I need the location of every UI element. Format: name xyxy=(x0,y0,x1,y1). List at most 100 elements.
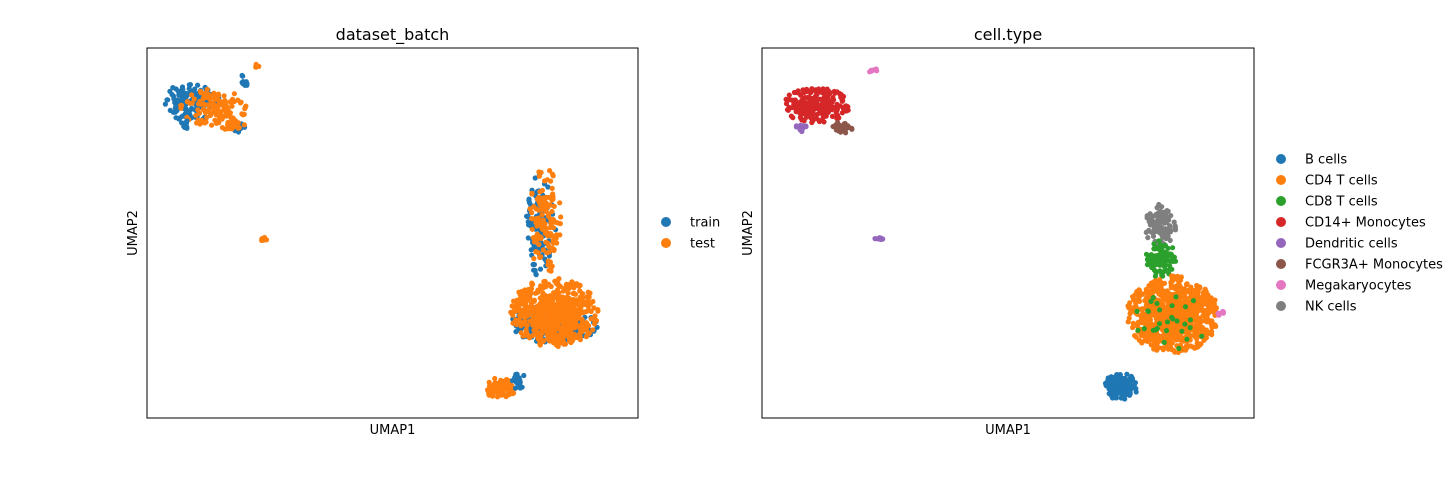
legend-marker xyxy=(661,217,671,227)
data-point xyxy=(1165,299,1171,305)
chart-title: cell.type xyxy=(974,25,1042,44)
data-point xyxy=(528,220,534,226)
legend-marker xyxy=(1276,196,1286,206)
data-point xyxy=(1202,328,1208,334)
data-point xyxy=(1209,329,1215,335)
data-point xyxy=(212,110,218,116)
data-point xyxy=(1158,224,1165,230)
data-point xyxy=(1176,290,1182,296)
data-point xyxy=(542,221,548,227)
legend-marker xyxy=(661,238,671,248)
data-point xyxy=(531,261,538,268)
x-axis-label: UMAP1 xyxy=(370,423,416,438)
scatter-points xyxy=(783,66,1226,402)
panel-cell-type: cell.type UMAP1 UMAP2 B cells CD4 T cells… xyxy=(741,25,1443,438)
data-point xyxy=(559,332,565,338)
data-point xyxy=(1150,230,1156,236)
data-point xyxy=(1129,375,1135,381)
legend-label: train xyxy=(690,216,720,231)
data-point xyxy=(533,220,539,226)
data-point xyxy=(580,291,586,297)
data-point xyxy=(1151,241,1157,247)
panel-dataset-batch: dataset_batch UMAP1 UMAP2 train test xyxy=(126,25,720,438)
data-point xyxy=(555,282,562,288)
data-point xyxy=(1123,382,1129,388)
data-point xyxy=(176,92,182,98)
data-point xyxy=(561,326,567,332)
legend-label: CD8 T cells xyxy=(1305,195,1378,210)
data-point xyxy=(1163,234,1170,241)
data-point xyxy=(1183,347,1189,353)
data-point xyxy=(528,286,535,292)
data-point xyxy=(556,293,562,299)
data-point xyxy=(1174,318,1180,324)
data-point xyxy=(528,247,534,253)
data-point xyxy=(1158,302,1164,308)
data-point xyxy=(547,168,553,174)
data-point xyxy=(217,110,223,116)
data-point xyxy=(1152,278,1158,284)
data-point xyxy=(1168,213,1174,219)
data-point xyxy=(526,197,532,203)
data-point xyxy=(537,199,543,205)
legend-marker xyxy=(1276,175,1286,185)
data-point xyxy=(1172,323,1179,329)
legend-label: NK cells xyxy=(1305,300,1357,315)
data-point xyxy=(216,120,222,126)
data-point xyxy=(169,91,175,98)
data-point xyxy=(1145,314,1152,320)
data-point xyxy=(196,101,202,107)
data-point xyxy=(1163,328,1170,334)
data-point xyxy=(1187,317,1193,323)
data-point xyxy=(547,225,553,231)
data-point xyxy=(1185,343,1191,349)
data-point xyxy=(530,333,536,339)
data-point xyxy=(1182,287,1188,293)
data-point xyxy=(1138,313,1144,319)
legend-label: Dendritic cells xyxy=(1305,237,1398,252)
data-point xyxy=(1169,328,1175,334)
data-point xyxy=(548,283,554,290)
data-point xyxy=(230,117,236,123)
data-point xyxy=(196,110,202,116)
data-point xyxy=(577,282,583,288)
data-point xyxy=(839,98,845,104)
data-point xyxy=(1162,266,1168,272)
data-point xyxy=(1164,208,1170,214)
data-point xyxy=(1146,218,1152,225)
data-point xyxy=(1161,339,1167,345)
data-point xyxy=(543,317,549,324)
legend-label: CD4 T cells xyxy=(1305,174,1378,189)
data-point xyxy=(538,329,545,335)
data-point xyxy=(791,89,798,96)
data-point xyxy=(189,100,195,106)
data-point xyxy=(1153,254,1159,260)
data-point xyxy=(819,90,825,96)
data-point xyxy=(821,119,827,125)
data-point xyxy=(840,123,846,129)
data-point xyxy=(532,267,538,274)
data-point xyxy=(561,341,567,347)
data-point xyxy=(1190,298,1197,304)
data-point xyxy=(1172,227,1179,233)
data-point xyxy=(546,211,552,217)
data-point xyxy=(540,195,546,201)
data-point xyxy=(1161,251,1167,257)
data-point xyxy=(550,173,556,179)
data-point xyxy=(532,175,538,181)
data-point xyxy=(544,177,550,183)
data-point xyxy=(1126,389,1132,395)
data-point xyxy=(588,316,594,322)
data-point xyxy=(222,98,228,104)
data-point xyxy=(789,97,795,103)
data-point xyxy=(1173,294,1179,300)
data-point xyxy=(537,189,543,195)
data-point xyxy=(1162,323,1168,329)
data-point xyxy=(564,330,570,336)
data-point xyxy=(229,103,235,109)
data-point xyxy=(1168,344,1174,350)
data-point xyxy=(813,89,819,95)
data-point xyxy=(553,324,559,330)
data-point xyxy=(533,311,539,317)
data-point xyxy=(1147,211,1153,217)
